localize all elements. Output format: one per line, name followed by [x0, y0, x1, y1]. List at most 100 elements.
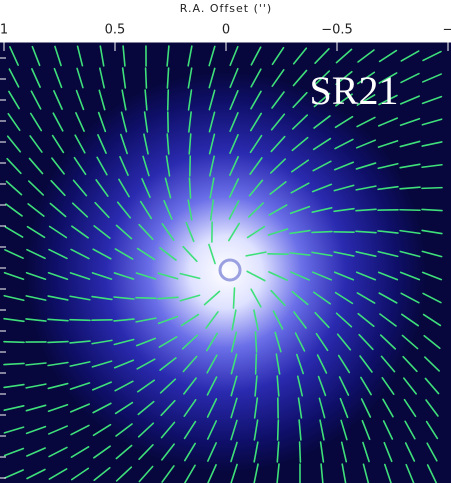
x-tick-label: 1: [0, 23, 8, 38]
vector: [338, 376, 350, 396]
vector: [25, 295, 47, 301]
vector: [334, 291, 354, 305]
vector: [311, 271, 333, 281]
vector: [426, 464, 438, 483]
vector: [425, 420, 439, 440]
vector: [76, 45, 84, 67]
vector: [356, 292, 376, 304]
vector: [377, 271, 399, 281]
vector: [340, 441, 348, 463]
vector: [253, 463, 259, 483]
vector: [422, 292, 442, 304]
vector: [51, 157, 65, 175]
vector: [116, 201, 132, 219]
object-label: SR21: [310, 68, 399, 113]
vector: [246, 225, 266, 239]
vector: [91, 272, 113, 280]
vector: [183, 442, 197, 462]
vector: [253, 419, 259, 441]
vector: [50, 179, 66, 197]
vector: [54, 45, 62, 67]
vector: [120, 133, 128, 155]
vector: [183, 398, 197, 418]
vector: [3, 405, 25, 411]
vector: [122, 45, 126, 67]
vector: [115, 444, 133, 460]
vector: [70, 446, 90, 458]
x-axis-title: R.A. Offset (''): [180, 2, 272, 15]
vector: [333, 271, 355, 281]
vector: [313, 115, 331, 129]
vector: [185, 221, 195, 243]
vector: [292, 91, 308, 109]
vector: [187, 45, 193, 67]
vector: [421, 186, 443, 190]
vector: [297, 397, 303, 419]
vector: [421, 208, 443, 212]
vector: [270, 289, 286, 307]
vector: [47, 382, 69, 390]
vector: [137, 422, 155, 438]
vector: [26, 248, 46, 260]
vector: [377, 162, 399, 170]
vector: [166, 45, 170, 67]
vector: [249, 134, 263, 154]
vector: [96, 156, 108, 176]
vector: [99, 67, 105, 89]
vector: [49, 202, 67, 218]
vector: [208, 89, 216, 111]
vector: [136, 358, 156, 370]
vector: [91, 381, 113, 391]
vector: [383, 441, 393, 463]
vector: [253, 309, 259, 331]
vector: [181, 334, 199, 350]
vector: [334, 115, 354, 129]
vector: [8, 90, 20, 110]
vector: [246, 270, 266, 282]
vector: [250, 288, 262, 308]
vector: [208, 133, 216, 155]
vector: [425, 399, 439, 417]
vector: [47, 271, 69, 281]
vector: [3, 426, 25, 434]
vector: [383, 463, 392, 483]
vector: [359, 355, 373, 373]
vector: [254, 353, 258, 375]
vector: [248, 202, 264, 218]
vector: [230, 375, 238, 397]
vector: [230, 463, 238, 483]
vector: [339, 397, 349, 419]
polarization-vectors: [3, 45, 443, 483]
vector: [3, 383, 25, 389]
vector: [399, 250, 421, 258]
vector: [378, 94, 398, 106]
vector: [74, 134, 86, 154]
vector: [360, 398, 372, 418]
vector: [254, 375, 258, 397]
vector: [400, 292, 420, 304]
vector: [356, 71, 376, 85]
vector: [48, 468, 68, 480]
vector: [92, 248, 112, 260]
vector: [94, 201, 110, 219]
vector: [400, 313, 420, 327]
vector: [232, 287, 236, 309]
vector: [341, 463, 347, 483]
vector: [229, 156, 239, 176]
vector: [356, 116, 376, 128]
vector: [48, 225, 68, 239]
vector: [228, 178, 240, 198]
vector: [72, 179, 88, 197]
vector: [423, 334, 441, 350]
vector: [313, 92, 331, 108]
vector: [120, 111, 128, 133]
vector: [245, 251, 267, 257]
image-detail: [218, 258, 242, 282]
vector: [401, 334, 419, 350]
vector: [250, 46, 262, 66]
vector: [377, 185, 399, 191]
vector: [187, 199, 193, 221]
vector: [208, 111, 216, 133]
vector: [53, 67, 63, 89]
vector: [69, 382, 91, 390]
